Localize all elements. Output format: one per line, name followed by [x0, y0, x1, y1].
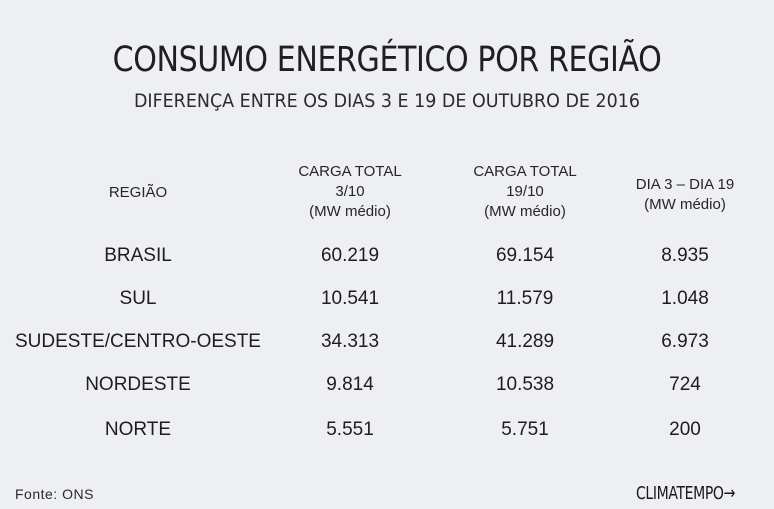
- table-cell-carga-19-10: 10.538: [495, 374, 555, 395]
- table-cell-region: NORTE: [104, 419, 172, 440]
- page-subtitle: DIFERENÇA ENTRE OS DIAS 3 E 19 DE OUTUBR…: [133, 90, 641, 112]
- table-cell-region: NORDESTE: [85, 374, 191, 395]
- table-cell-carga-19-10: 11.579: [496, 288, 554, 309]
- logo-text: CLIMATEMPO: [636, 483, 724, 504]
- table-cell-diferenca: 724: [669, 374, 701, 395]
- logo-arrow-icon: →: [723, 483, 736, 504]
- table-cell-region: BRASIL: [104, 245, 172, 266]
- table-cell-carga-19-10: 69.154: [495, 245, 555, 266]
- page-title: CONSUMO ENERGÉTICO POR REGIÃO: [112, 40, 662, 80]
- table-cell-diferenca: 8.935: [661, 245, 709, 266]
- table-cell-diferenca: 6.973: [661, 331, 709, 352]
- header-regiao: REGIÃO: [108, 184, 168, 201]
- table-cell-carga-3-10: 60.219: [320, 245, 380, 266]
- table-cell-region: SUL: [119, 288, 157, 309]
- table-cell-carga-3-10: 5.551: [326, 419, 374, 440]
- header-carga-19-10: CARGA TOTAL 19/10 (MW médio): [473, 163, 577, 220]
- table-cell-diferenca: 200: [669, 419, 701, 440]
- table-cell-carga-3-10: 10.541: [320, 288, 380, 309]
- table-cell-carga-19-10: 5.751: [501, 419, 549, 440]
- table-cell-carga-19-10: 41.289: [495, 331, 555, 352]
- header-carga-3-10: CARGA TOTAL 3/10 (MW médio): [298, 163, 402, 220]
- header-diferenca: DIA 3 – DIA 19 (MW médio): [635, 176, 735, 213]
- climatempo-logo: CLIMATEMPO→: [636, 483, 735, 504]
- table-cell-carga-3-10: 9.814: [326, 374, 374, 395]
- source-note: Fonte: ONS: [15, 486, 94, 502]
- table-cell-diferenca: 1.048: [661, 288, 709, 309]
- table-cell-region: SUDESTE/CENTRO-OESTE: [15, 331, 261, 352]
- table-cell-carga-3-10: 34.313: [320, 331, 380, 352]
